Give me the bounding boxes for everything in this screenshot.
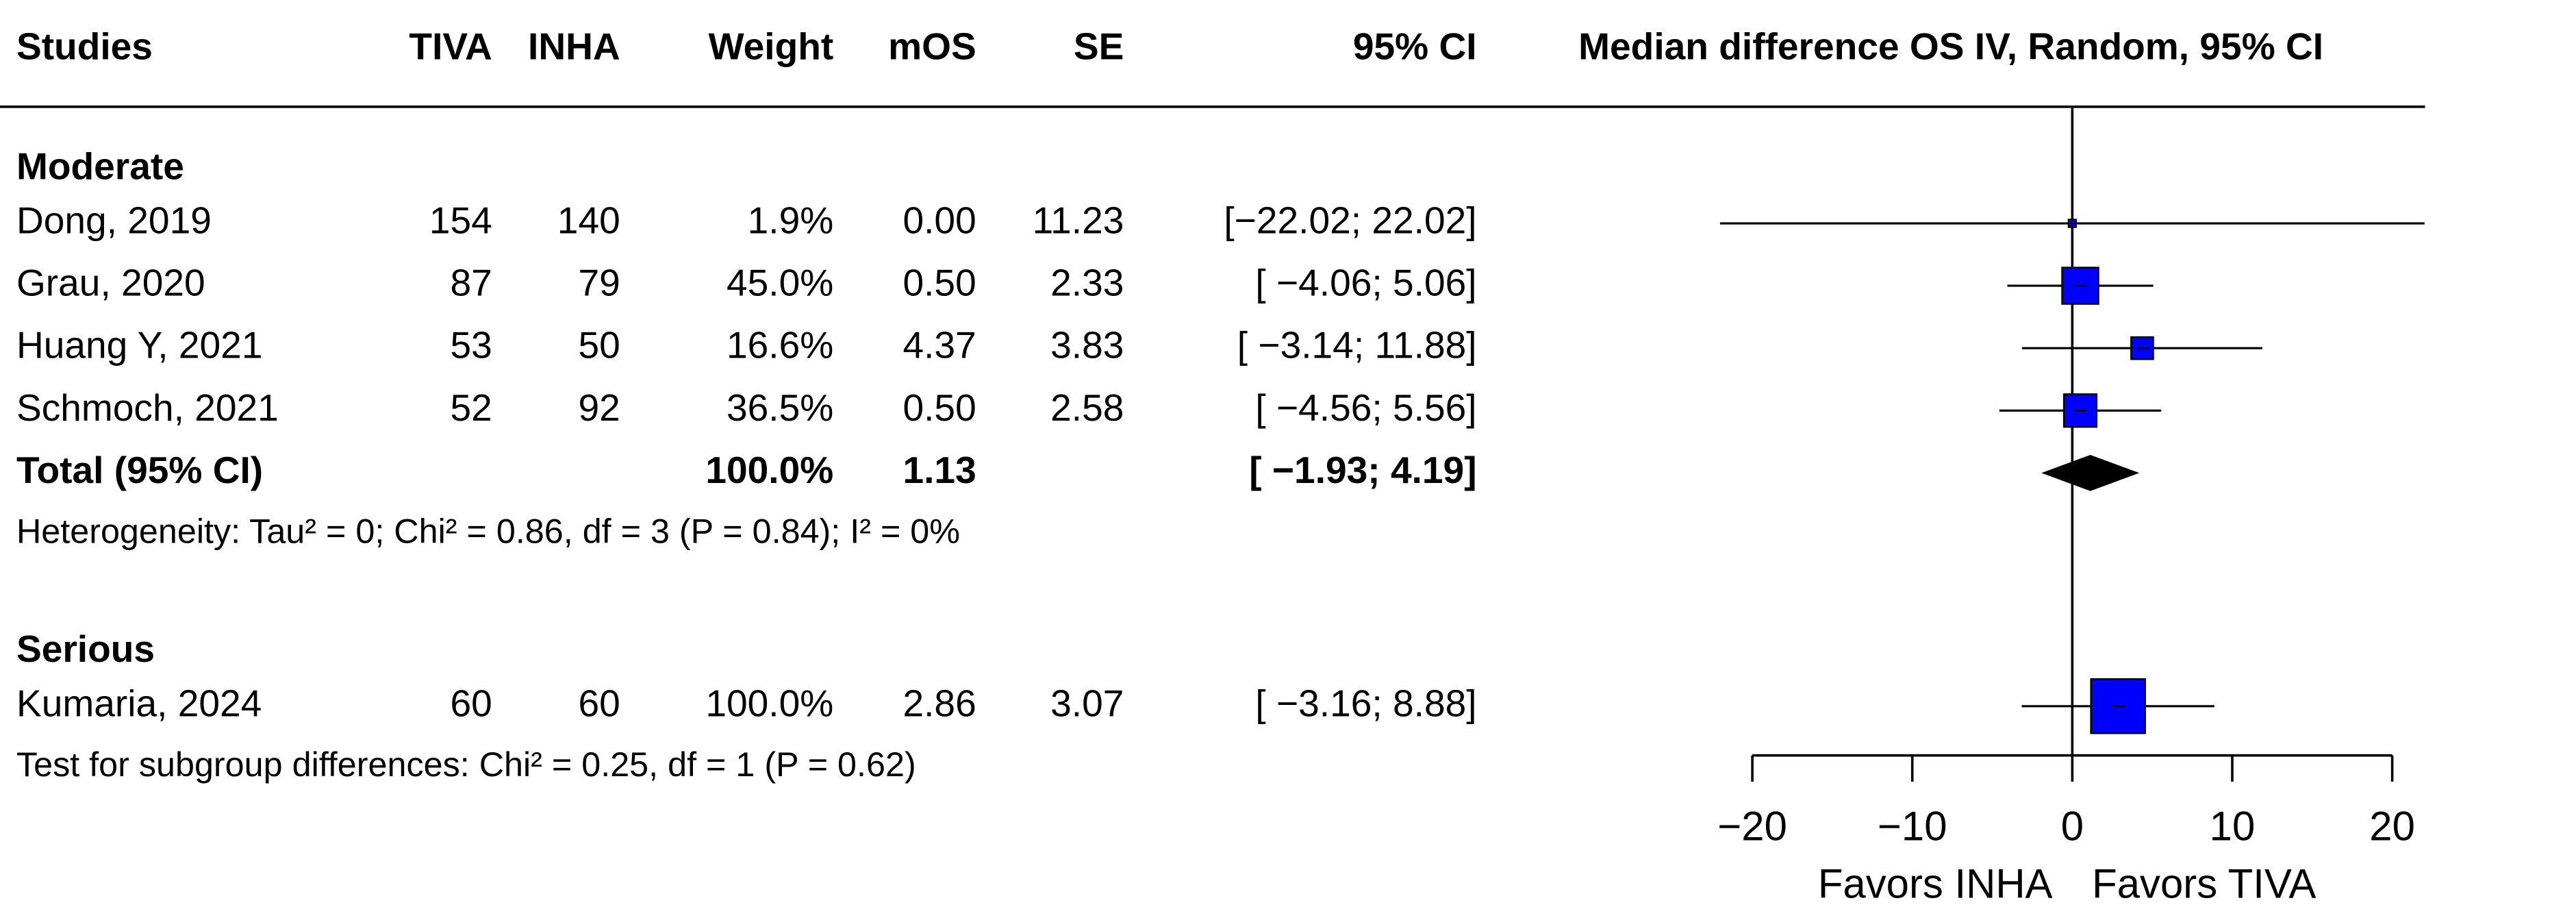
cell: Grau, 2020 xyxy=(16,262,205,304)
cell: [ −4.56; 5.56] xyxy=(1255,386,1476,429)
column-header: Studies xyxy=(16,25,153,67)
cell: 154 xyxy=(429,199,492,242)
cell: 0.50 xyxy=(902,386,976,429)
cell: Schmoch, 2021 xyxy=(16,386,279,429)
cell: 45.0% xyxy=(727,262,833,304)
cell: 53 xyxy=(451,324,492,367)
cell: 2.33 xyxy=(1050,262,1124,304)
cell: 79 xyxy=(578,262,620,304)
x-tick-label: 0 xyxy=(2061,803,2084,849)
cell: 50 xyxy=(578,324,620,367)
column-header: Weight xyxy=(709,25,834,67)
x-tick-label: 10 xyxy=(2210,803,2256,849)
x-tick-label: 20 xyxy=(2369,803,2415,849)
heterogeneity: Heterogeneity: Tau² = 0; Chi² = 0.86, df… xyxy=(16,511,960,550)
cell: 87 xyxy=(451,262,492,304)
subgroup-test: Test for subgroup differences: Chi² = 0.… xyxy=(16,745,916,784)
favors-left: Favors INHA xyxy=(1818,860,2053,906)
cell: [−22.02; 22.02] xyxy=(1224,199,1476,242)
plot-title: Median difference OS IV, Random, 95% CI xyxy=(1578,25,2323,67)
cell: Kumaria, 2024 xyxy=(16,682,262,724)
cell: 3.83 xyxy=(1050,324,1124,367)
column-header: INHA xyxy=(528,25,620,67)
group-name: Serious xyxy=(16,628,155,670)
cell: 11.23 xyxy=(1033,199,1124,242)
cell: 3.07 xyxy=(1050,682,1124,724)
cell: [ −4.06; 5.06] xyxy=(1255,262,1476,304)
cell: 140 xyxy=(557,199,620,242)
cell: 1.9% xyxy=(748,199,834,242)
cell: 2.86 xyxy=(902,682,976,724)
column-header: SE xyxy=(1074,25,1124,67)
total-ci: [ −1.93; 4.19] xyxy=(1249,449,1476,491)
cell: 16.6% xyxy=(727,324,833,367)
cell: 100.0% xyxy=(705,682,833,724)
summary-diamond xyxy=(2041,455,2140,491)
cell: 4.37 xyxy=(902,324,976,367)
total-mos: 1.13 xyxy=(902,449,976,491)
cell: Dong, 2019 xyxy=(16,199,212,242)
total-weight: 100.0% xyxy=(705,449,833,491)
cell: 36.5% xyxy=(727,386,833,429)
cell: [ −3.14; 11.88] xyxy=(1237,324,1477,367)
cell: 0.50 xyxy=(902,262,976,304)
x-tick-label: −10 xyxy=(1878,803,1947,849)
cell: 52 xyxy=(451,386,492,429)
column-header: 95% CI xyxy=(1353,25,1477,67)
x-tick-label: −20 xyxy=(1717,803,1787,849)
cell: 60 xyxy=(451,682,492,724)
cell: 0.00 xyxy=(902,199,976,242)
cell: 2.58 xyxy=(1050,386,1124,429)
column-header: TIVA xyxy=(409,25,492,67)
cell: 60 xyxy=(578,682,620,724)
favors-right: Favors TIVA xyxy=(2092,860,2316,906)
group-name: Moderate xyxy=(16,145,184,187)
cell: Huang Y, 2021 xyxy=(16,324,263,367)
cell: 92 xyxy=(578,386,620,429)
total-name: Total (95% CI) xyxy=(16,449,263,491)
column-header: mOS xyxy=(888,25,976,67)
cell: [ −3.16; 8.88] xyxy=(1255,682,1476,724)
